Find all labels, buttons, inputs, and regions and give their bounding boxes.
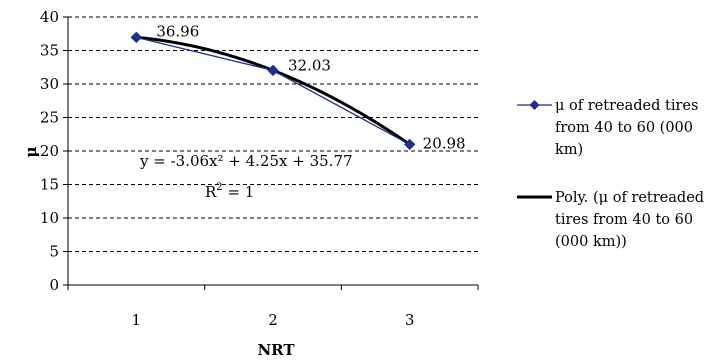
y-axis-title: μ [22, 146, 40, 157]
data-point-marker [403, 138, 416, 151]
series-line [136, 36, 410, 146]
legend-series-label: km) [555, 142, 583, 158]
legend-series-label: μ of retreaded tires [555, 98, 698, 114]
legend-series-marker [529, 100, 540, 110]
y-tick-label: 25 [40, 109, 59, 127]
x-tick-label: 3 [405, 311, 415, 329]
y-tick-label: 35 [40, 42, 59, 60]
y-tick-label: 40 [40, 8, 59, 26]
legend-trendline-label: Poly. (μ of retreaded [555, 190, 704, 206]
r-squared-prefix: R [205, 183, 217, 201]
r-squared-suffix: = 1 [223, 183, 255, 201]
r-squared-sup: 2 [216, 182, 222, 193]
y-tick-label: 5 [49, 243, 59, 261]
x-tick-labels: 1 2 3 [132, 311, 415, 329]
data-point-marker [267, 64, 279, 77]
legend-trendline-label: tires from 40 to 60 [555, 212, 693, 228]
x-tick-label: 2 [268, 311, 278, 329]
y-tick-label: 10 [40, 209, 59, 227]
plot-area: 36.96 32.03 20.98 [130, 22, 466, 152]
legend-series-label: from 40 to 60 (000 [555, 120, 693, 136]
x-axis-title: NRT [257, 341, 295, 359]
y-tick-label: 0 [49, 276, 59, 294]
legend-trendline-label: (000 km)) [555, 234, 627, 250]
y-tick-label: 15 [40, 176, 59, 194]
x-tick-label: 1 [132, 311, 142, 329]
data-label: 36.96 [156, 22, 199, 40]
legend: μ of retreaded tires from 40 to 60 (000 km… [517, 98, 704, 250]
trendline [136, 35, 411, 146]
y-tick-labels: 0 5 10 15 20 25 30 35 40 [40, 8, 59, 294]
data-label: 20.98 [423, 134, 466, 152]
data-point-marker [130, 31, 143, 44]
data-label: 32.03 [288, 56, 331, 74]
axes [63, 16, 479, 290]
y-tick-label: 20 [40, 142, 59, 160]
gridlines [68, 16, 478, 252]
y-tick-label: 30 [40, 75, 59, 93]
r-squared-label: R2 = 1 [205, 182, 254, 201]
trendline-equation: y = -3.06x² + 4.25x + 35.77 [139, 152, 353, 170]
